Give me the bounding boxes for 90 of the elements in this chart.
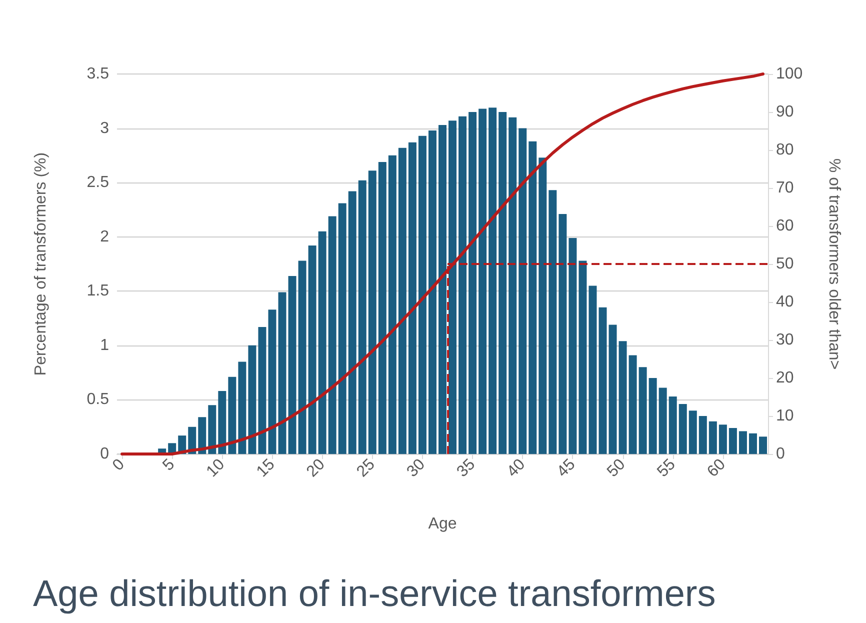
bar (328, 216, 336, 454)
bar (628, 355, 637, 454)
bar (398, 148, 406, 454)
bar (218, 391, 226, 454)
bar (658, 388, 667, 454)
x-tick-label: 30 (404, 456, 429, 481)
x-tick-label: 50 (604, 456, 629, 481)
bar (668, 396, 677, 454)
bar (638, 367, 647, 454)
bar (678, 404, 687, 454)
y-tick-label: 0.5 (86, 391, 110, 408)
bar (718, 424, 727, 454)
bar (348, 191, 356, 454)
bar (308, 246, 316, 454)
bar (548, 190, 557, 454)
bar (268, 310, 276, 454)
bar (568, 238, 577, 454)
bar (738, 431, 747, 454)
x-tick-label: 60 (704, 456, 730, 481)
y2-tick-label: 10 (776, 408, 794, 424)
bar (248, 345, 256, 454)
y2-tick-label: 70 (776, 180, 794, 196)
y2-tick-label: 50 (776, 256, 794, 272)
bar (338, 203, 346, 454)
y-axis-title: Percentage of transformers (%) (32, 152, 50, 376)
bar (488, 108, 497, 454)
y2-axis-title: % of transformers older than> (826, 158, 842, 370)
bar (198, 417, 206, 454)
text: Age distribution of in-service transformers (33, 573, 716, 614)
bar (208, 405, 216, 454)
x-tick-label: 55 (654, 456, 679, 481)
bar (648, 378, 657, 454)
bar (428, 130, 436, 454)
bar (468, 112, 477, 454)
bar (278, 292, 286, 454)
x-axis-title: Age (428, 516, 457, 532)
bar (508, 117, 517, 454)
bar (618, 341, 627, 454)
x-tick-label: 15 (254, 456, 278, 481)
bar (368, 170, 376, 454)
x-tick-label: 35 (454, 456, 479, 481)
y-tick-label: 2 (100, 228, 110, 246)
bar (698, 416, 707, 454)
bar (518, 128, 527, 454)
y-tick-label: 3 (100, 120, 110, 137)
y2-tick-label: 30 (776, 332, 794, 348)
y-tick-label: 2.5 (86, 174, 110, 192)
bar (558, 214, 567, 454)
bar (318, 231, 326, 454)
y-tick-label: 1.5 (86, 282, 110, 300)
bar (258, 326, 266, 454)
bar (438, 125, 446, 454)
bar (588, 286, 597, 454)
bar (388, 155, 396, 454)
bar (758, 436, 767, 454)
bar (358, 180, 366, 454)
bar (238, 362, 246, 454)
y2-tick-label: 40 (776, 294, 794, 310)
bar (458, 116, 467, 454)
line-series (120, 72, 764, 456)
y2-tick-label: 20 (776, 370, 794, 386)
x-tick-label: 45 (554, 456, 579, 481)
bar (228, 376, 236, 454)
bar (408, 142, 416, 454)
bar (578, 260, 587, 454)
bar (728, 428, 737, 454)
x-tick-label: 10 (204, 456, 228, 481)
bar (748, 433, 757, 454)
bar (598, 307, 607, 454)
bar (418, 136, 426, 454)
bar (498, 112, 507, 454)
bar (688, 410, 697, 454)
y2-tick-label: 90 (776, 104, 794, 120)
bar (708, 421, 717, 454)
x-tick-label: 40 (504, 456, 529, 481)
bar (288, 276, 296, 454)
y2-tick-label: 100 (776, 66, 803, 82)
x-tick-label: 20 (304, 456, 328, 481)
bar (378, 162, 386, 454)
y-tick-label: 1 (100, 336, 110, 354)
bar (528, 141, 537, 454)
y-tick-label: 3.5 (86, 66, 110, 82)
bar (538, 158, 547, 454)
y2-tick-label: 80 (776, 142, 794, 158)
bar (608, 324, 617, 454)
y2-tick-label: 60 (776, 218, 794, 234)
x-tick-label: 25 (354, 456, 378, 481)
bar (478, 108, 487, 454)
bar (298, 260, 306, 454)
x-tick-label: 5 (160, 456, 178, 474)
